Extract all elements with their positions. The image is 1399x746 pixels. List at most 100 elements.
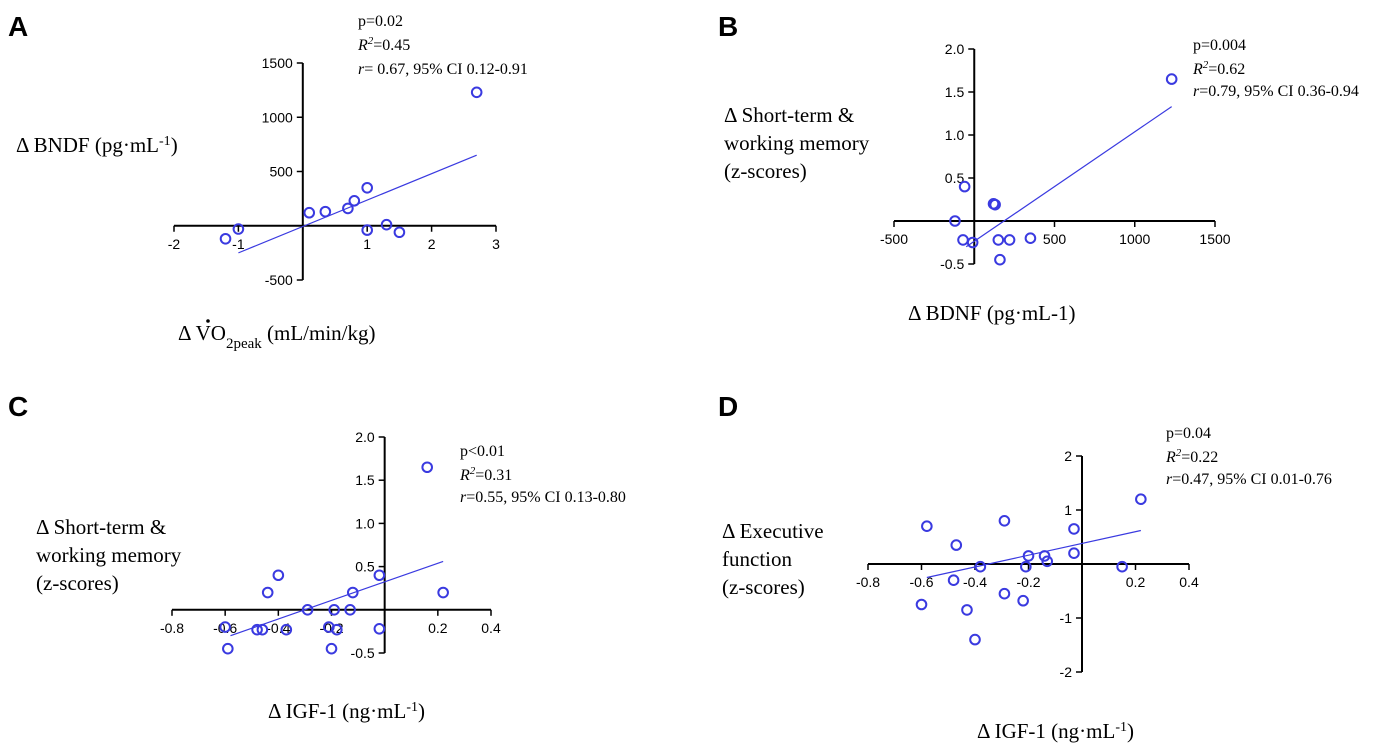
- y-tick-label-a: 1000: [262, 109, 293, 125]
- data-point-d: [1116, 560, 1128, 573]
- data-point-c: [421, 461, 434, 474]
- x-tick-label-c: -0.6: [213, 620, 237, 636]
- panel-b: B -500 500 1000 1500 -0.5 0.5 1.0 1.5 2.0 p=0.00…: [718, 11, 1359, 325]
- data-point-d: [915, 598, 928, 611]
- x-axis-title-a: Δ VO2peak (mL/min/kg): [178, 321, 376, 352]
- y-axis-title-d-line1: Δ Executive: [722, 519, 824, 543]
- plot-area-d: -0.8 -0.6 -0.4 -0.2 0.2 0.4 -2 -1 1 2: [856, 448, 1199, 680]
- x-tick-label-c: 0.4: [481, 620, 501, 636]
- dot-accent-a: [206, 319, 210, 323]
- data-point-d: [1038, 550, 1051, 562]
- x-tick-label-c: 0.2: [428, 620, 448, 636]
- y-tick-label-c: 0.5: [355, 559, 375, 575]
- x-tick-label-b: 1500: [1199, 231, 1230, 247]
- y-tick-label-b: 1.5: [945, 84, 965, 100]
- panel-d: D -0.8 -0.6 -0.4 -0.2 0.2 0.4 -2 -1 1 2 p=0.04 R2…: [718, 391, 1332, 743]
- data-point-d: [1135, 493, 1147, 506]
- y-axis-title-d-line2: function: [722, 547, 792, 571]
- x-tick-label-b: 500: [1043, 231, 1067, 247]
- data-point-b: [1165, 73, 1178, 85]
- data-point-c: [373, 623, 386, 635]
- plot-area-a: -2 -1 1 2 3 -500 500 1000 1500: [168, 55, 500, 288]
- y-tick-label-c: 2.0: [355, 429, 375, 445]
- stat-r-c: r=0.55, 95% CI 0.13-0.80: [460, 489, 626, 506]
- x-tick-label-a: 1: [363, 236, 371, 252]
- stat-p-d: p=0.04: [1166, 425, 1211, 442]
- data-point-c: [219, 621, 231, 633]
- data-point-d: [1068, 547, 1080, 560]
- data-point-b: [994, 253, 1006, 266]
- data-point-c: [346, 586, 359, 599]
- stat-r2-b: R2=0.62: [1192, 59, 1245, 78]
- stat-r-d: r=0.47, 95% CI 0.01-0.76: [1166, 471, 1332, 488]
- x-tick-label-b: 1000: [1119, 231, 1150, 247]
- y-tick-label-c: -0.5: [351, 645, 375, 661]
- stat-p-b: p=0.004: [1193, 37, 1246, 54]
- panel-letter-a: A: [8, 11, 28, 42]
- y-tick-label-c: 1.0: [355, 515, 375, 531]
- x-tick-label-c: -0.4: [266, 620, 290, 636]
- data-point-d: [961, 604, 973, 616]
- data-point-a: [361, 181, 374, 194]
- panel-letter-c: C: [8, 391, 28, 422]
- y-tick-label-d: 1: [1064, 502, 1072, 518]
- y-axis-title-b-line3: (z-scores): [724, 159, 807, 183]
- y-tick-label-b: 1.0: [945, 127, 965, 143]
- x-tick-label-a: 2: [428, 236, 436, 252]
- data-point-d: [974, 560, 987, 573]
- data-point-b: [989, 198, 1001, 211]
- data-point-a: [470, 86, 483, 99]
- y-axis-title-c-line2: working memory: [36, 543, 182, 567]
- data-point-a: [219, 232, 232, 245]
- stat-r-b: r=0.79, 95% CI 0.36-0.94: [1193, 83, 1359, 100]
- stat-r2-d: R2=0.22: [1165, 447, 1218, 466]
- y-tick-label-b: -0.5: [940, 256, 964, 272]
- x-tick-label-d: 0.4: [1179, 574, 1199, 590]
- panel-c: C -0.8 -0.6 -0.4 -0.2 0.2 0.4-0.50.51.01.52.0…: [8, 391, 626, 723]
- data-point-a: [380, 218, 393, 231]
- data-point-b: [966, 236, 979, 249]
- x-axis-title-b: Δ BDNF (pg·mL-1): [908, 301, 1076, 325]
- y-axis-title-b-line2: working memory: [724, 131, 870, 155]
- data-point-d: [1017, 594, 1029, 607]
- x-tick-label-d: -0.4: [963, 574, 987, 590]
- data-point-b: [992, 234, 1005, 246]
- x-tick-label-a: -2: [168, 236, 181, 252]
- data-point-d: [1041, 555, 1054, 568]
- y-tick-label-d: -1: [1060, 610, 1073, 626]
- data-point-d: [921, 520, 933, 533]
- data-point-c: [222, 642, 234, 655]
- x-tick-label-d: -0.2: [1016, 574, 1040, 590]
- y-tick-label-d: 2: [1064, 448, 1072, 464]
- fit-line-b: [965, 106, 1173, 248]
- data-point-c: [328, 604, 340, 616]
- x-tick-label-d: -0.8: [856, 574, 880, 590]
- y-axis-title-b-line1: Δ Short-term &: [724, 103, 854, 127]
- x-tick-label-a: 3: [492, 236, 500, 252]
- data-point-b: [1024, 232, 1037, 244]
- y-axis-title-c-line3: (z-scores): [36, 571, 119, 595]
- data-point-b: [949, 215, 961, 227]
- data-point-a: [232, 223, 245, 235]
- plot-area-b: -500 500 1000 1500 -0.5 0.5 1.0 1.5 2.0: [880, 41, 1231, 272]
- x-tick-label-c: -0.8: [160, 620, 184, 636]
- panel-letter-d: D: [718, 391, 738, 422]
- y-axis-title-c-line1: Δ Short-term &: [36, 515, 166, 539]
- data-point-a: [342, 202, 354, 215]
- data-point-c: [344, 604, 356, 616]
- data-point-c: [301, 604, 314, 616]
- data-point-a: [303, 206, 316, 219]
- data-point-b: [957, 234, 969, 246]
- data-point-c: [437, 586, 449, 599]
- stat-p-a: p=0.02: [358, 13, 403, 30]
- stat-r2-c: R2=0.31: [459, 465, 512, 484]
- data-point-c: [251, 623, 263, 636]
- data-point-d: [998, 587, 1011, 600]
- y-tick-label-c: 1.5: [355, 472, 375, 488]
- data-point-b: [958, 180, 971, 193]
- x-tick-label-a: -1: [232, 236, 245, 252]
- data-point-a: [348, 194, 361, 207]
- data-point-d: [950, 539, 963, 551]
